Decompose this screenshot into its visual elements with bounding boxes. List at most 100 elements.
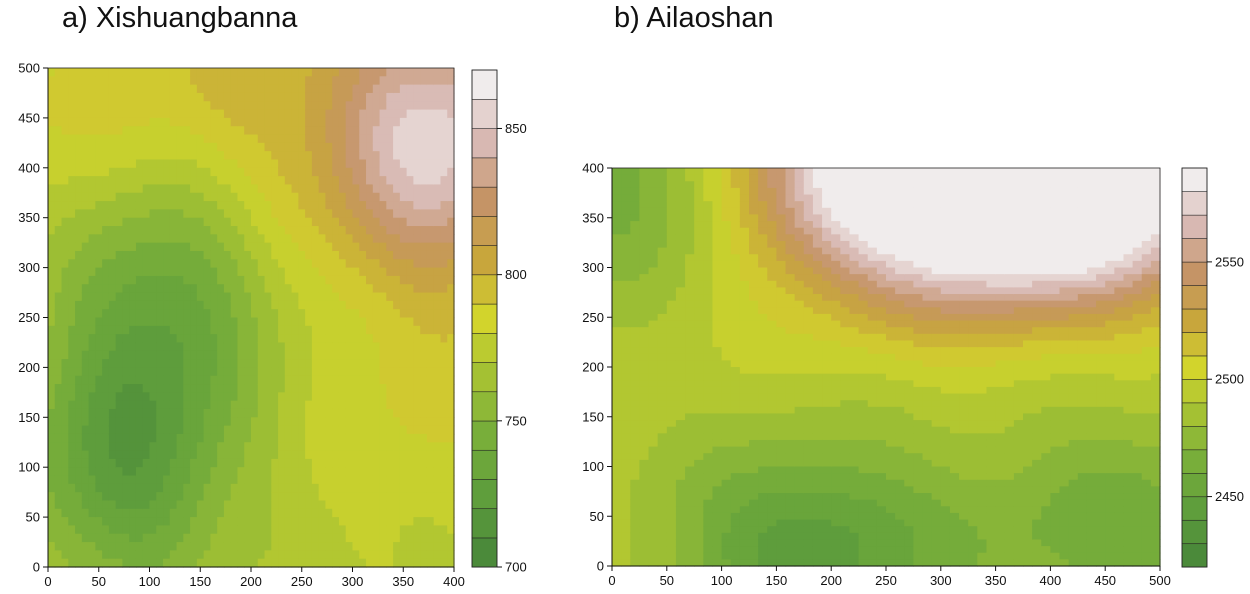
contour-cell	[359, 151, 367, 161]
contour-cell	[318, 300, 327, 310]
contour-cell	[345, 508, 354, 518]
contour-cell	[345, 325, 354, 335]
contour-cell	[264, 350, 272, 360]
contour-cell	[108, 217, 117, 227]
contour-cell	[776, 227, 787, 235]
contour-cell	[413, 192, 421, 202]
contour-cell	[372, 284, 381, 294]
contour-cell	[675, 320, 686, 328]
contour-cell	[291, 442, 299, 452]
contour-cell	[210, 76, 218, 86]
contour-cell	[196, 217, 205, 227]
contour-cell	[237, 500, 245, 510]
contour-cell	[217, 292, 225, 302]
contour-cell	[278, 92, 286, 102]
contour-cell	[657, 459, 668, 468]
contour-cell	[68, 68, 76, 77]
contour-cell	[264, 342, 272, 352]
contour-cell	[630, 340, 640, 348]
contour-cell	[311, 142, 320, 152]
contour-cell	[657, 473, 668, 481]
contour-cell	[196, 126, 205, 136]
contour-cell	[366, 284, 374, 294]
contour-cell	[366, 400, 374, 410]
contour-cell	[190, 201, 198, 210]
contour-cell	[311, 475, 320, 485]
contour-cell	[156, 250, 164, 260]
contour-cell	[332, 259, 340, 269]
contour-cell	[803, 294, 814, 302]
contour-cell	[108, 159, 117, 169]
contour-cell	[379, 542, 387, 551]
contour-cell	[95, 508, 103, 518]
contour-cell	[237, 350, 245, 360]
contour-cell	[237, 483, 245, 493]
contour-cell	[203, 109, 211, 119]
contour-cell	[359, 334, 367, 344]
contour-cell	[305, 209, 313, 219]
contour-cell	[142, 176, 151, 186]
contour-cell	[366, 68, 374, 77]
contour-cell	[278, 142, 286, 152]
contour-cell	[217, 475, 225, 485]
contour-cell	[399, 450, 408, 460]
contour-cell	[278, 433, 286, 443]
contour-cell	[420, 408, 428, 418]
contour-cell	[298, 334, 306, 344]
contour-cell	[54, 367, 63, 377]
contour-cell	[612, 360, 622, 368]
contour-cell	[264, 467, 272, 477]
contour-cell	[612, 439, 622, 448]
contour-cell	[284, 217, 293, 227]
contour-cell	[190, 367, 198, 377]
contour-cell	[176, 292, 184, 302]
contour-cell	[196, 184, 205, 194]
contour-cell	[142, 292, 151, 302]
contour-cell	[794, 512, 805, 521]
contour-cell	[75, 226, 83, 235]
contour-cell	[767, 201, 777, 209]
contour-cell	[366, 500, 374, 510]
contour-cell	[712, 373, 723, 381]
contour-cell	[393, 317, 401, 327]
contour-cell	[630, 221, 640, 229]
contour-cell	[352, 483, 360, 493]
contour-cell	[142, 458, 151, 468]
contour-cell	[433, 101, 442, 111]
contour-cell	[639, 274, 650, 282]
contour-cell	[694, 227, 704, 235]
contour-cell	[183, 217, 191, 227]
contour-cell	[284, 392, 293, 402]
contour-cell	[447, 400, 455, 410]
contour-cell	[156, 542, 164, 551]
contour-cell	[217, 400, 225, 410]
contour-cell	[169, 217, 178, 227]
contour-cell	[122, 408, 130, 418]
contour-cell	[305, 508, 313, 518]
contour-cell	[712, 493, 723, 501]
contour-cell	[447, 317, 455, 327]
contour-cell	[95, 433, 103, 443]
contour-cell	[291, 392, 299, 402]
contour-cell	[68, 76, 76, 86]
contour-cell	[149, 467, 157, 477]
contour-cell	[244, 375, 252, 385]
contour-cell	[794, 327, 805, 335]
contour-cell	[785, 214, 796, 222]
contour-cell	[271, 334, 279, 344]
contour-cell	[68, 533, 76, 543]
contour-cell	[675, 214, 686, 222]
contour-cell	[399, 442, 408, 452]
contour-cell	[666, 439, 677, 448]
contour-cell	[156, 517, 164, 527]
contour-cell	[251, 533, 259, 543]
contour-cell	[621, 413, 631, 421]
contour-cell	[271, 142, 279, 152]
contour-cell	[794, 207, 805, 216]
contour-cell	[447, 558, 455, 568]
contour-cell	[196, 408, 205, 418]
contour-cell	[406, 109, 414, 119]
contour-cell	[730, 512, 741, 521]
contour-cell	[393, 242, 401, 252]
